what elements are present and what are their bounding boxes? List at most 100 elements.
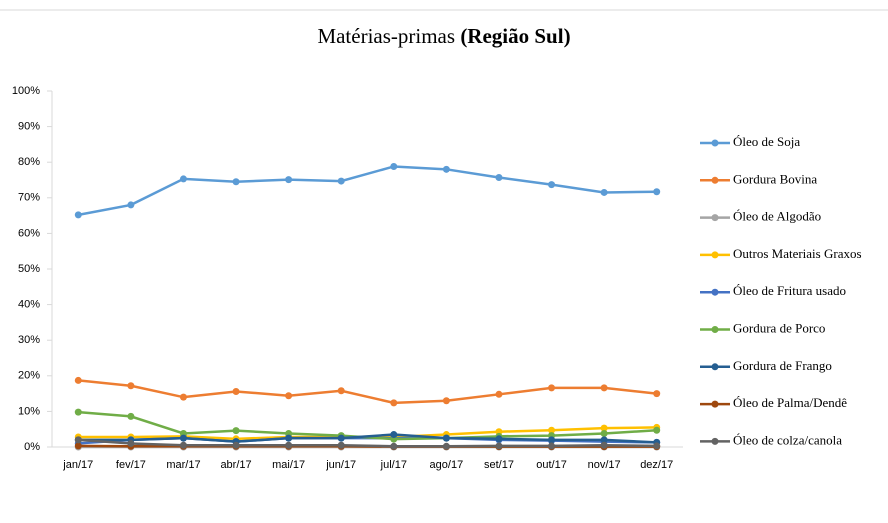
data-point	[127, 439, 135, 447]
y-tick-label: 90%	[18, 121, 40, 133]
legend-label: Outros Materiais Graxos	[733, 246, 862, 261]
data-point	[285, 176, 293, 184]
data-point	[232, 441, 240, 449]
x-tick-label: mai/17	[272, 459, 305, 471]
data-point	[337, 434, 345, 442]
y-tick-label: 80%	[18, 156, 40, 168]
legend-marker	[711, 288, 719, 296]
x-tick-label: nov/17	[588, 459, 621, 471]
legend-marker	[711, 251, 719, 259]
legend-marker	[711, 437, 719, 445]
data-point	[74, 211, 82, 219]
data-point	[495, 442, 503, 450]
data-point	[74, 436, 82, 444]
legend-label: Gordura Bovina	[733, 171, 817, 186]
x-tick-label: jun/17	[325, 459, 356, 471]
data-point	[337, 177, 345, 185]
y-tick-label: 0%	[24, 441, 40, 453]
x-tick-label: jan/17	[62, 459, 93, 471]
data-point	[653, 442, 661, 450]
data-point	[548, 426, 556, 434]
y-tick-label: 70%	[18, 192, 40, 204]
data-point	[390, 399, 398, 407]
y-tick-label: 100%	[12, 85, 40, 97]
legend-label: Óleo de Soja	[733, 134, 800, 149]
data-point	[548, 181, 556, 189]
legend-label: Óleo de Algodão	[733, 209, 821, 224]
x-tick-label: dez/17	[640, 459, 673, 471]
data-point	[390, 431, 398, 439]
data-point	[285, 441, 293, 449]
data-point	[653, 188, 661, 196]
data-point	[390, 162, 398, 170]
x-tick-label: set/17	[484, 459, 514, 471]
legend-marker	[711, 214, 719, 222]
data-point	[127, 382, 135, 390]
data-point	[232, 387, 240, 395]
data-point	[337, 441, 345, 449]
x-tick-label: jul/17	[380, 459, 407, 471]
data-point	[390, 442, 398, 450]
y-tick-label: 50%	[18, 263, 40, 275]
series-line	[78, 379, 657, 405]
chart-title: Matérias-primas (Região Sul)	[317, 24, 570, 48]
data-point	[600, 424, 608, 432]
legend-marker	[711, 400, 719, 408]
data-point	[74, 376, 82, 384]
legend-marker	[711, 363, 719, 371]
data-point	[285, 434, 293, 442]
legend-marker	[711, 139, 719, 147]
x-tick-label: out/17	[536, 459, 567, 471]
legend-label: Óleo de Palma/Dendê	[733, 395, 847, 410]
x-tick-label: abr/17	[220, 459, 251, 471]
data-point	[548, 442, 556, 450]
data-point	[232, 178, 240, 186]
data-point	[337, 387, 345, 395]
x-tick-label: fev/17	[116, 459, 146, 471]
data-point	[495, 435, 503, 443]
y-tick-label: 20%	[18, 370, 40, 382]
legend-label: Óleo de colza/canola	[733, 432, 842, 447]
data-point	[653, 390, 661, 398]
legend-marker	[711, 176, 719, 184]
x-tick-label: mar/17	[166, 459, 200, 471]
title-part: Matérias-primas	[317, 24, 455, 48]
data-point	[495, 390, 503, 398]
y-tick-label: 60%	[18, 227, 40, 239]
data-point	[179, 434, 187, 442]
data-point	[179, 441, 187, 449]
data-point	[548, 436, 556, 444]
title-part: (Região Sul)	[460, 24, 570, 48]
x-tick-label: ago/17	[430, 459, 464, 471]
data-point	[74, 442, 82, 450]
data-point	[600, 436, 608, 444]
data-point	[442, 442, 450, 450]
y-tick-label: 30%	[18, 334, 40, 346]
data-point	[548, 384, 556, 392]
data-point	[600, 429, 608, 437]
data-point	[442, 397, 450, 405]
y-tick-label: 40%	[18, 299, 40, 311]
series-line	[78, 438, 657, 448]
series-line	[78, 433, 657, 444]
data-point	[127, 412, 135, 420]
legend-label: Óleo de Fritura usado	[733, 283, 846, 298]
data-point	[74, 408, 82, 416]
data-point	[127, 201, 135, 209]
data-point	[600, 441, 608, 449]
legend-marker	[711, 326, 719, 333]
data-point	[442, 434, 450, 442]
data-point	[600, 188, 608, 196]
y-tick-label: 10%	[18, 405, 40, 417]
legend-label: Gordura de Frango	[733, 358, 832, 373]
data-point	[232, 427, 240, 435]
legend-label: Gordura de Porco	[733, 320, 825, 335]
data-point	[285, 392, 293, 400]
data-point	[495, 174, 503, 182]
data-point	[600, 384, 608, 392]
data-point	[653, 426, 661, 434]
data-point	[442, 165, 450, 173]
data-point	[179, 175, 187, 183]
data-point	[179, 393, 187, 401]
